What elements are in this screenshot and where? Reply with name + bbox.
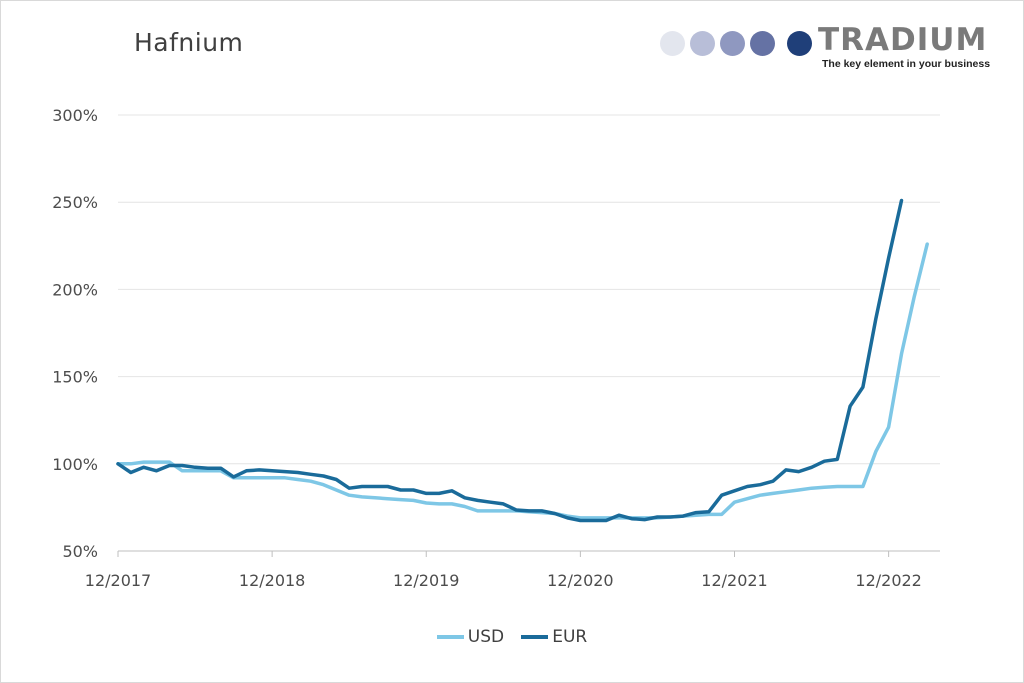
logo-dot-3 <box>720 31 745 56</box>
x-tick-label: 12/2018 <box>239 571 305 590</box>
logo-dot-2 <box>690 31 715 56</box>
logo-tagline: The key element in your business <box>822 58 991 70</box>
y-axis: 50% 100% 150% 200% 250% 300% <box>52 106 98 561</box>
legend: USD EUR <box>0 624 1024 647</box>
legend-item-eur: EUR <box>521 627 587 647</box>
series-lines <box>116 198 929 523</box>
legend-swatch-eur <box>521 635 549 639</box>
y-tick-label: 50% <box>62 542 98 561</box>
series-line-eur <box>116 198 904 523</box>
chart-title: Hafnium <box>134 28 244 57</box>
logo-dot-4 <box>750 31 775 56</box>
x-tick-label: 12/2022 <box>855 571 921 590</box>
logo-dot-5 <box>787 31 812 56</box>
legend-swatch-usd <box>436 635 464 639</box>
x-tick-label: 12/2017 <box>85 571 151 590</box>
legend-label-usd: USD <box>467 627 505 647</box>
legend-item-usd: USD <box>436 627 505 647</box>
y-tick-label: 300% <box>52 106 98 125</box>
gridlines <box>118 114 940 465</box>
logo-brand: TRADIUM <box>818 22 988 58</box>
y-tick-label: 250% <box>52 193 98 212</box>
series-line-usd <box>116 242 929 520</box>
y-tick-label: 200% <box>52 280 98 299</box>
y-tick-label: 100% <box>52 455 98 474</box>
logo-dot-1 <box>660 31 685 56</box>
x-tick-label: 12/2019 <box>393 571 459 590</box>
tradium-logo: TRADIUM The key element in your business <box>660 22 1000 74</box>
legend-label-eur: EUR <box>552 627 588 647</box>
x-tick-label: 12/2020 <box>547 571 613 590</box>
x-axis: 12/2017 12/2018 12/2019 12/2020 12/2021 12/20… <box>85 550 940 590</box>
x-tick-label: 12/2021 <box>701 571 767 590</box>
y-tick-label: 150% <box>52 368 98 387</box>
